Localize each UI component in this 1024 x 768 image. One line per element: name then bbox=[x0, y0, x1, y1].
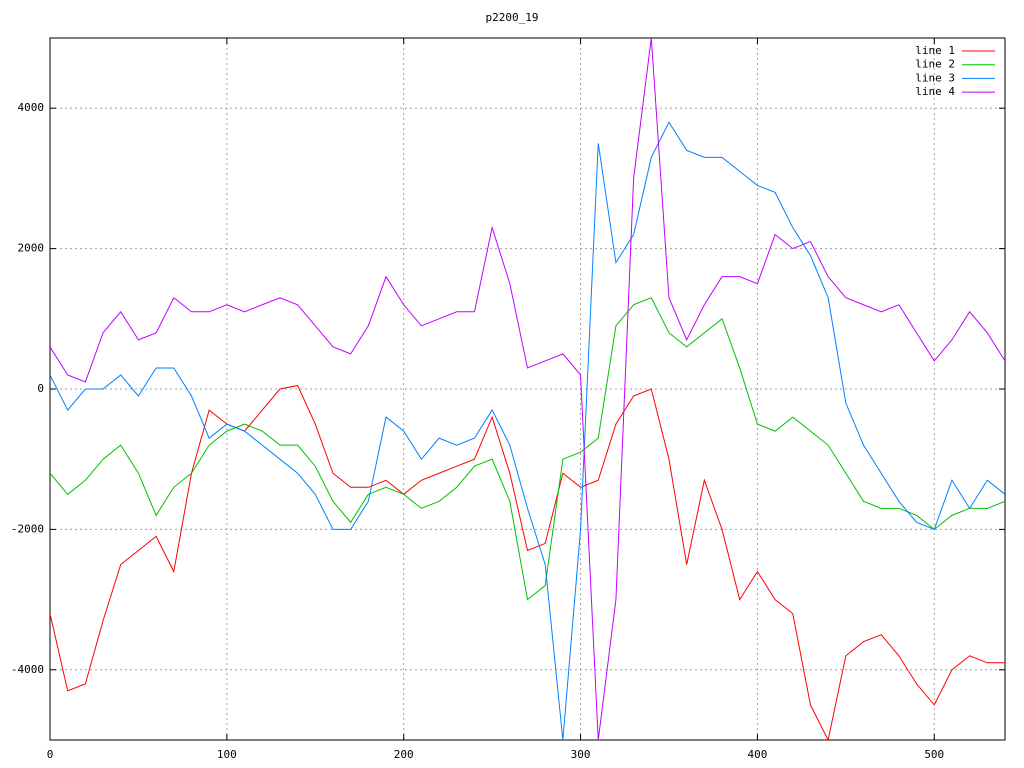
y-tick-label: 4000 bbox=[18, 101, 45, 114]
y-tick-label: 0 bbox=[37, 382, 44, 395]
plot-area bbox=[50, 38, 1005, 740]
plot-border bbox=[49, 37, 1006, 741]
data-line bbox=[50, 38, 1005, 740]
legend-label: line 4 bbox=[915, 85, 955, 98]
chart-title: p2200_19 bbox=[486, 11, 539, 24]
y-tick-label: -2000 bbox=[11, 522, 44, 535]
legend-label: line 2 bbox=[915, 58, 955, 71]
x-tick-label: 400 bbox=[747, 748, 767, 761]
y-tick-label: -4000 bbox=[11, 663, 44, 676]
legend-label: line 1 bbox=[915, 44, 955, 57]
x-tick-label: 100 bbox=[217, 748, 237, 761]
legend-label: line 3 bbox=[915, 71, 955, 84]
data-line bbox=[50, 297, 1005, 601]
x-tick-label: 0 bbox=[47, 748, 54, 761]
x-tick-label: 200 bbox=[394, 748, 414, 761]
y-tick-label: 2000 bbox=[18, 242, 45, 255]
data-line bbox=[50, 384, 1005, 740]
x-tick-label: 300 bbox=[571, 748, 591, 761]
x-tick-label: 500 bbox=[924, 748, 944, 761]
data-line bbox=[50, 121, 1005, 740]
